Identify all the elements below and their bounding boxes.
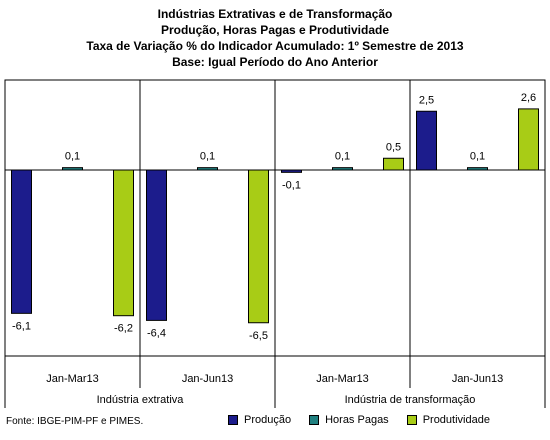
legend-item-producao: Produção (228, 414, 291, 426)
data-label: 2,6 (521, 92, 536, 104)
bar-produtividade (383, 157, 404, 171)
title-line-3: Taxa de Variação % do Indicador Acumulad… (86, 39, 464, 53)
bar-horas (467, 167, 488, 171)
bar-produtividade (518, 108, 539, 171)
legend-item-produtividade: Produtividade (406, 414, 490, 426)
category-tick-label: Jan-Jun13 (182, 373, 233, 385)
source-note: Fonte: IBGE-PIM-PF e PIMES. (6, 416, 144, 427)
data-label: -6,1 (12, 320, 31, 332)
data-label: -6,2 (114, 323, 133, 335)
category-tick-label: Jan-Jun13 (452, 373, 503, 385)
title-line-1: Indústrias Extrativas e de Transformação (157, 7, 393, 21)
bar-produtividade (248, 169, 269, 324)
legend-label-horas: Horas Pagas (325, 414, 389, 426)
bar-produtividade (113, 169, 134, 317)
title-line-2: Produção, Horas Pagas e Produtividade (160, 23, 390, 37)
data-label: 2,5 (419, 94, 434, 106)
legend-swatch-horas (309, 415, 320, 425)
legend-label-producao: Produção (244, 414, 292, 426)
bar-producao (281, 169, 302, 173)
data-label: 0,5 (386, 141, 401, 153)
data-label: -6,5 (249, 330, 268, 342)
data-label: 0,1 (200, 151, 215, 163)
legend-swatch-produtividade (406, 415, 417, 425)
category-tick-label: Jan-Mar13 (316, 373, 369, 385)
bar-producao (146, 169, 167, 321)
bar-horas (62, 167, 83, 171)
chart-titles: Indústrias Extrativas e de Transformação… (0, 6, 550, 70)
bar-producao (416, 110, 437, 171)
legend-swatch-producao (228, 415, 238, 425)
data-label: -0,1 (282, 179, 301, 191)
title-line-4: Base: Igual Período do Ano Anterior (172, 55, 378, 69)
bar-horas (332, 167, 353, 171)
bar-producao (11, 169, 32, 314)
data-label: -6,4 (147, 327, 166, 339)
legend-label-produtividade: Produtividade (422, 414, 490, 426)
category-tick-label: Jan-Mar13 (46, 373, 99, 385)
data-label: 0,1 (65, 151, 80, 163)
data-label: 0,1 (335, 151, 350, 163)
legend-item-horas: Horas Pagas (309, 414, 389, 426)
group-label: Indústria extrativa (97, 394, 185, 406)
group-label: Indústria de transformação (345, 394, 476, 406)
bar-horas (197, 167, 218, 171)
data-label: 0,1 (470, 151, 485, 163)
legend: Produção Horas Pagas Produtividade (228, 414, 490, 426)
